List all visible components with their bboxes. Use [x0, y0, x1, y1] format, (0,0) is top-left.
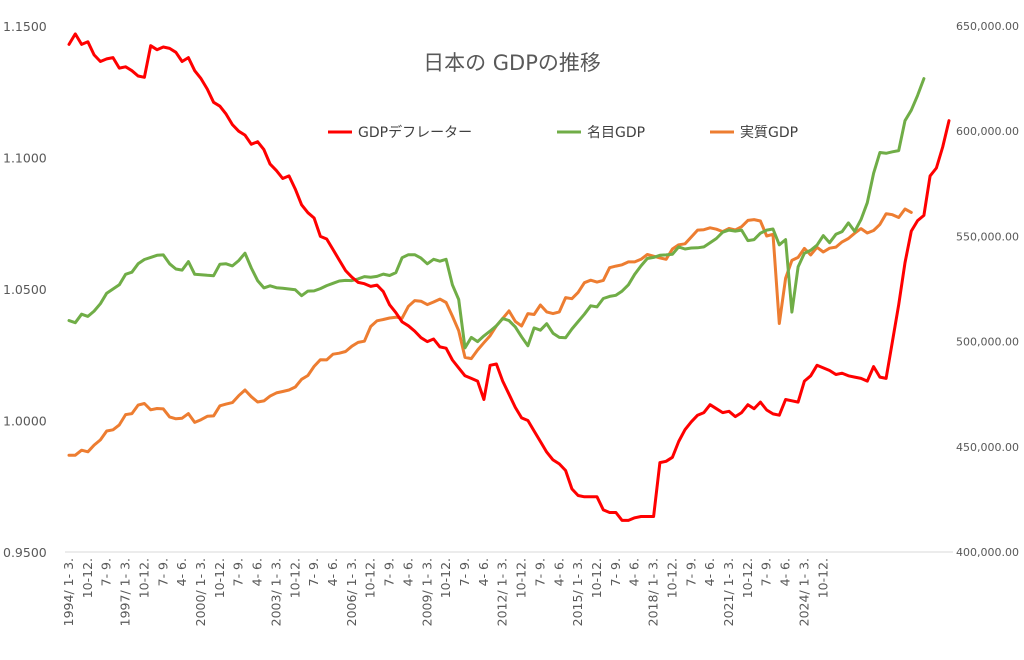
x-tick-label: 2009/ 1- 3. [419, 558, 434, 626]
x-tick-label: 2024/ 1- 3. [796, 558, 811, 626]
left-axis-tick-label: 1.0000 [3, 414, 47, 429]
right-axis-tick-label: 500,000.00 [956, 336, 1019, 349]
left-axis: 0.9500 1.0000 1.0500 1.1000 1.1500 [3, 19, 47, 560]
x-tick-label: 10-12. [438, 558, 453, 598]
x-tick-label: 10-12. [740, 558, 755, 598]
x-tick-label: 7- 9. [231, 558, 246, 586]
x-tick-label: 7- 9. [457, 558, 472, 586]
legend-label-nominal: 名目GDP [587, 125, 645, 141]
x-tick-label: 7- 9. [99, 558, 114, 586]
x-tick-label: 4- 6. [702, 558, 717, 586]
x-tick-label: 4- 6. [325, 558, 340, 586]
x-tick-label: 4- 6. [627, 558, 642, 586]
x-tick-label: 2000/ 1- 3. [193, 558, 208, 626]
x-tick-label: 7- 9. [306, 558, 321, 586]
series-line-deflator [67, 32, 951, 522]
left-axis-tick-label: 1.1000 [3, 151, 47, 166]
x-tick-label: 2021/ 1- 3. [721, 558, 736, 626]
x-tick-label: 10-12. [212, 558, 227, 598]
x-tick-label: 7- 9. [382, 558, 397, 586]
x-tick-label: 2018/ 1- 3. [646, 558, 661, 626]
right-axis-tick-label: 650,000.00 [956, 20, 1019, 33]
x-tick-label: 7- 9. [608, 558, 623, 586]
right-axis-tick-label: 450,000.00 [956, 441, 1019, 454]
x-tick-label: 1994/ 1- 3. [61, 558, 76, 626]
x-tick-label: 10-12. [664, 558, 679, 598]
legend-label-deflator: GDPデフレーター [358, 124, 472, 141]
right-axis-tick-label: 400,000.00 [956, 546, 1019, 559]
right-axis-tick-label: 600,000.00 [956, 125, 1019, 138]
x-tick-label: 1997/ 1- 3. [118, 558, 133, 626]
x-tick-label: 10-12. [589, 558, 604, 598]
x-tick-label: 10-12. [815, 558, 830, 598]
x-tick-label: 2006/ 1- 3. [344, 558, 359, 626]
x-tick-label: 10-12. [363, 558, 378, 598]
left-axis-tick-label: 1.1500 [3, 19, 47, 34]
x-tick-label: 4- 6. [778, 558, 793, 586]
legend: GDPデフレーター 名目GDP 実質GDP [328, 124, 798, 141]
x-tick-label: 4- 6. [250, 558, 265, 586]
series-line-real [67, 207, 913, 457]
x-tick-label: 2003/ 1- 3. [268, 558, 283, 626]
x-tick-label: 7- 9. [155, 558, 170, 586]
left-axis-tick-label: 1.0500 [3, 282, 47, 297]
legend-label-real: 実質GDP [740, 125, 798, 141]
x-tick-label: 2012/ 1- 3. [495, 558, 510, 626]
x-tick-label: 10-12. [136, 558, 151, 598]
x-tick-label: 7- 9. [759, 558, 774, 586]
series-layer [67, 32, 951, 522]
x-tick-label: 10-12. [287, 558, 302, 598]
series-line-nominal [67, 77, 926, 350]
chart-title: 日本の GDPの推移 [423, 51, 601, 75]
x-tick-label: 4- 6. [174, 558, 189, 586]
x-tick-label: 4- 6. [476, 558, 491, 586]
x-tick-label: 4- 6. [551, 558, 566, 586]
left-axis-tick-label: 0.9500 [3, 545, 47, 560]
x-tick-label: 7- 9. [683, 558, 698, 586]
x-axis: 1994/ 1- 3. 10-12. 7- 9. 1997/ 1- 3. 10-12. 7… [61, 558, 830, 626]
right-axis-tick-label: 550,000.00 [956, 230, 1019, 243]
x-tick-label: 10-12. [80, 558, 95, 598]
x-tick-label: 7- 9. [532, 558, 547, 586]
x-tick-label: 4- 6. [400, 558, 415, 586]
right-axis: 400,000.00 450,000.00 500,000.00 550,000.00… [956, 20, 1019, 559]
x-tick-label: 10-12. [514, 558, 529, 598]
x-tick-label: 2015/ 1- 3. [570, 558, 585, 626]
